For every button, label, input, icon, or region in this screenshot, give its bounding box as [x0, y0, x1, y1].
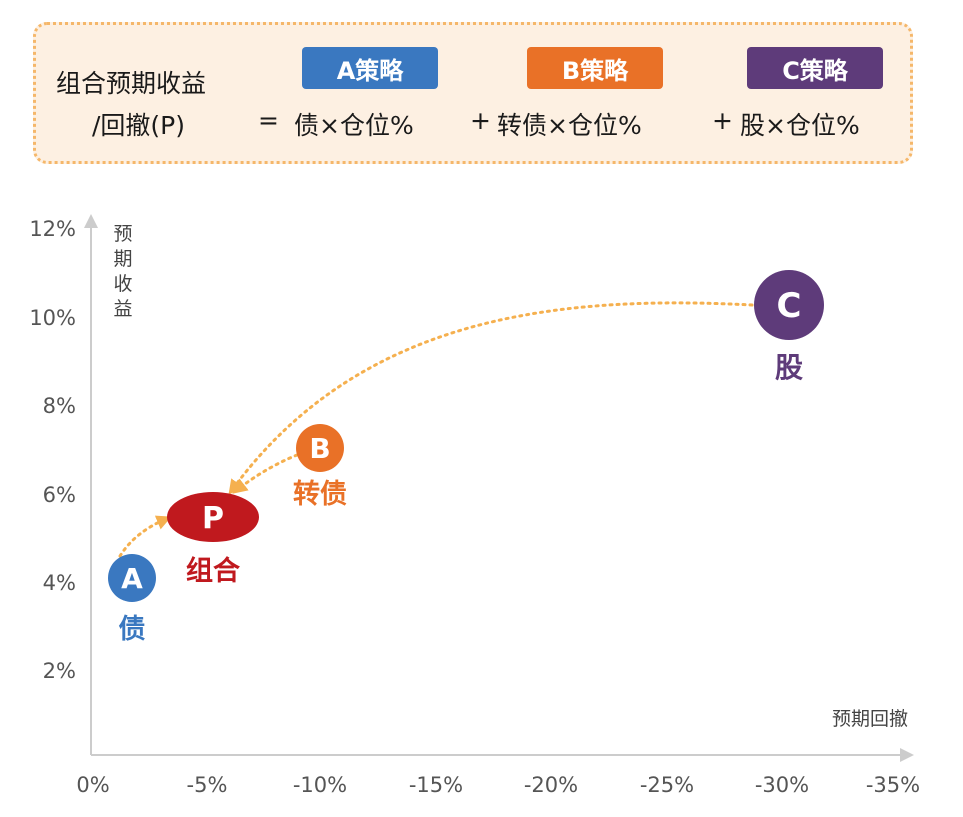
x-tick: -5%: [187, 773, 228, 797]
tag-b-strategy: B策略: [527, 47, 663, 89]
x-tick: -30%: [755, 773, 809, 797]
y-tick: 8%: [43, 394, 76, 418]
y-axis-title-char: 期: [113, 248, 132, 270]
y-axis-arrow-icon: [84, 214, 98, 228]
node-a: A 债: [108, 554, 156, 645]
tag-c-strategy: C策略: [747, 47, 883, 89]
node-b: B 转债: [293, 424, 347, 510]
node-b-label: 转债: [293, 479, 347, 510]
arrow-a-to-p: [118, 515, 172, 558]
formula-term-c: 股×仓位%: [740, 111, 860, 140]
x-tick: -10%: [293, 773, 347, 797]
arrow-c-to-p: [228, 301, 754, 495]
x-tick: -15%: [409, 773, 463, 797]
y-tick: 4%: [43, 571, 76, 595]
y-tick: 6%: [43, 483, 76, 507]
formula-plus-2: +: [712, 106, 733, 135]
x-tick: -20%: [524, 773, 578, 797]
node-p-label: 组合: [186, 555, 240, 587]
formula-plus-1: +: [470, 106, 491, 135]
formula-term-a: 债×仓位%: [294, 111, 414, 140]
x-tick: -35%: [866, 773, 920, 797]
x-tick: 0%: [76, 773, 109, 797]
y-tick: 2%: [43, 659, 76, 683]
y-tick: 12%: [29, 217, 76, 241]
y-axis-title-char: 益: [113, 298, 132, 320]
node-b-letter: B: [309, 432, 330, 465]
formula-lhs-line1: 组合预期收益: [56, 69, 207, 98]
x-axis-title: 预期回撤: [832, 708, 908, 730]
node-a-letter: A: [121, 562, 143, 595]
tag-a-strategy: A策略: [302, 47, 438, 89]
formula-lhs-line2: /回撤(P): [92, 111, 186, 140]
node-a-label: 债: [119, 614, 146, 645]
x-tick: -25%: [640, 773, 694, 797]
y-axis-title-char: 预: [113, 223, 132, 245]
node-c: C 股: [754, 270, 824, 384]
y-axis-title-char: 收: [113, 273, 132, 295]
x-axis-arrow-icon: [900, 748, 914, 762]
node-c-label: 股: [775, 351, 803, 384]
node-p: P 组合: [167, 492, 259, 587]
formula-box: [33, 22, 913, 164]
node-c-letter: C: [777, 286, 802, 326]
y-tick: 10%: [29, 306, 76, 330]
formula-equals: =: [258, 106, 279, 135]
node-p-letter: P: [202, 501, 224, 536]
formula-term-b: 转债×仓位%: [497, 111, 642, 140]
